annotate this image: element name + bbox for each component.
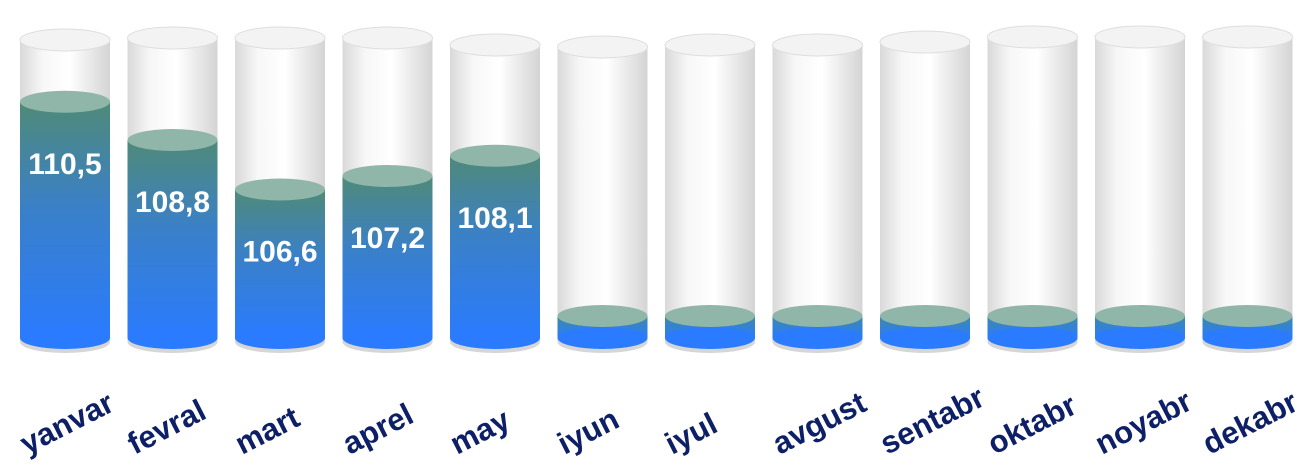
cylinder-may <box>449 33 541 353</box>
liquid-cap <box>20 90 110 113</box>
liquid-bottom <box>987 327 1078 349</box>
category-label-iyul: iyul <box>659 406 722 461</box>
liquid-bottom <box>880 327 970 349</box>
category-label-sentabr: sentabr <box>874 379 990 461</box>
glass-top <box>879 30 971 54</box>
liquid-bottom <box>127 327 218 349</box>
glass-top <box>664 33 756 57</box>
value-label-may: 108,1 <box>457 202 532 235</box>
category-label-noyabr: noyabr <box>1089 383 1197 461</box>
liquid-cap <box>1095 305 1185 327</box>
glass-top <box>234 26 326 50</box>
liquid-body <box>235 189 325 338</box>
category-label-mart: mart <box>229 400 305 462</box>
glass-top <box>342 26 433 50</box>
glass-top <box>1202 25 1293 49</box>
liquid-bottom <box>342 327 433 349</box>
cylinder-oktabr <box>987 25 1078 353</box>
liquid-body <box>127 140 218 338</box>
liquid-body <box>342 176 433 338</box>
liquid-bottom <box>665 327 755 349</box>
category-label-may: may <box>444 402 516 462</box>
bars-layer <box>19 25 1293 353</box>
liquid-cap <box>557 305 648 327</box>
glass-top <box>449 33 541 57</box>
liquid-cap <box>342 165 433 187</box>
liquid-cap <box>987 305 1078 327</box>
value-label-mart: 106,6 <box>242 236 317 269</box>
glass-body <box>1202 37 1293 342</box>
glass-body <box>987 37 1078 342</box>
value-label-fevral: 108,8 <box>135 186 210 219</box>
liquid-cap <box>772 305 863 327</box>
category-label-yanvar: yanvar <box>14 385 119 462</box>
category-label-oktabr: oktabr <box>982 387 1082 461</box>
liquid-cap <box>665 305 755 327</box>
glass-top <box>987 25 1078 49</box>
category-label-dekabr: dekabr <box>1197 384 1303 461</box>
liquid-bottom <box>20 327 110 349</box>
liquid-cap <box>235 178 325 201</box>
category-label-aprel: aprel <box>337 396 419 461</box>
glass-top <box>557 35 648 59</box>
glass-body <box>880 42 970 342</box>
glass-body <box>665 45 755 342</box>
cylinder-iyun <box>557 35 648 353</box>
liquid-bottom <box>1202 327 1293 349</box>
glass-body <box>557 47 648 342</box>
cylinder-aprel <box>342 26 433 353</box>
cylinder-fevral <box>127 26 218 353</box>
glass-top <box>19 28 111 52</box>
category-label-iyun: iyun <box>552 401 625 461</box>
liquid-cap <box>450 144 540 167</box>
cylinder-yanvar <box>19 28 111 353</box>
cylinder-iyul <box>664 33 756 353</box>
cylinder-avgust <box>772 33 863 353</box>
liquid-bottom <box>450 327 540 349</box>
glass-top <box>1094 25 1186 49</box>
liquid-bottom <box>557 327 648 349</box>
glass-body <box>1095 37 1185 342</box>
cylinder-dekabr <box>1202 25 1293 353</box>
cylinder-noyabr <box>1094 25 1186 353</box>
cylinder-sentabr <box>879 30 971 353</box>
liquid-bottom <box>1095 327 1185 349</box>
category-label-avgust: avgust <box>767 385 872 462</box>
category-label-fevral: fevral <box>122 392 212 461</box>
liquid-bottom <box>772 327 863 349</box>
liquid-cap <box>127 129 218 151</box>
cylinder-mart <box>234 26 326 353</box>
category-labels-layer: yanvar fevral mart aprel may iyun iyul avgust se… <box>14 379 1303 461</box>
glass-body <box>772 45 863 342</box>
value-label-aprel: 107,2 <box>350 222 425 255</box>
liquid-body <box>20 101 110 338</box>
value-label-yanvar: 110,5 <box>28 148 101 181</box>
value-labels-layer: 110,5 108,8 106,6 107,2 108,1 <box>28 148 532 269</box>
glass-top <box>127 26 218 50</box>
liquid-cap <box>880 305 970 327</box>
liquid-body <box>450 155 540 338</box>
glass-top <box>772 33 863 57</box>
liquid-cap <box>1202 305 1293 327</box>
liquid-bottom <box>235 327 325 349</box>
